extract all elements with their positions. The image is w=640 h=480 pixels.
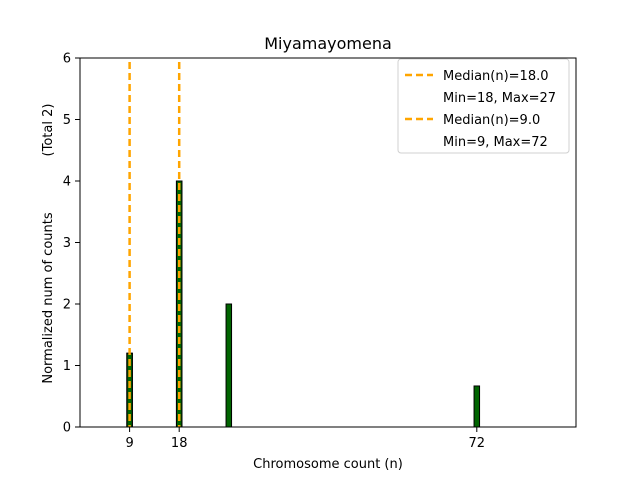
legend-range-label-1: Min=18, Max=27: [443, 91, 556, 106]
x-tick-label-9: 9: [125, 436, 133, 451]
y-tick-label-1: 1: [63, 359, 71, 374]
x-axis-label: Chromosome count (n): [253, 457, 403, 472]
y-tick-label-6: 6: [63, 52, 71, 67]
y-axis-label: Normalized num of counts: [41, 212, 56, 383]
y-tick-label-2: 2: [63, 298, 71, 313]
y-tick-label-4: 4: [63, 175, 71, 190]
legend-median-label-1: Median(n)=18.0: [443, 69, 549, 84]
legend-median-label-2: Median(n)=9.0: [443, 113, 540, 128]
bar-27: [225, 303, 233, 428]
legend: Median(n)=18.0 Min=18, Max=27 Median(n)=…: [397, 58, 570, 154]
legend-frame: [397, 58, 570, 154]
y-tick-label-0: 0: [63, 421, 71, 436]
x-tick-label-18: 18: [171, 436, 188, 451]
plot-area: 0 1 2 3 4 5 6 9 18 72: [63, 52, 577, 451]
y-tick-label-3: 3: [63, 236, 71, 251]
legend-range-label-2: Min=9, Max=72: [443, 135, 548, 150]
bar-72: [473, 385, 481, 428]
y-tick-label-5: 5: [63, 113, 71, 128]
x-tick-label-72: 72: [469, 436, 486, 451]
chart-title: Miyamayomena: [264, 34, 392, 53]
y-axis-total-label: (Total 2): [41, 104, 56, 157]
